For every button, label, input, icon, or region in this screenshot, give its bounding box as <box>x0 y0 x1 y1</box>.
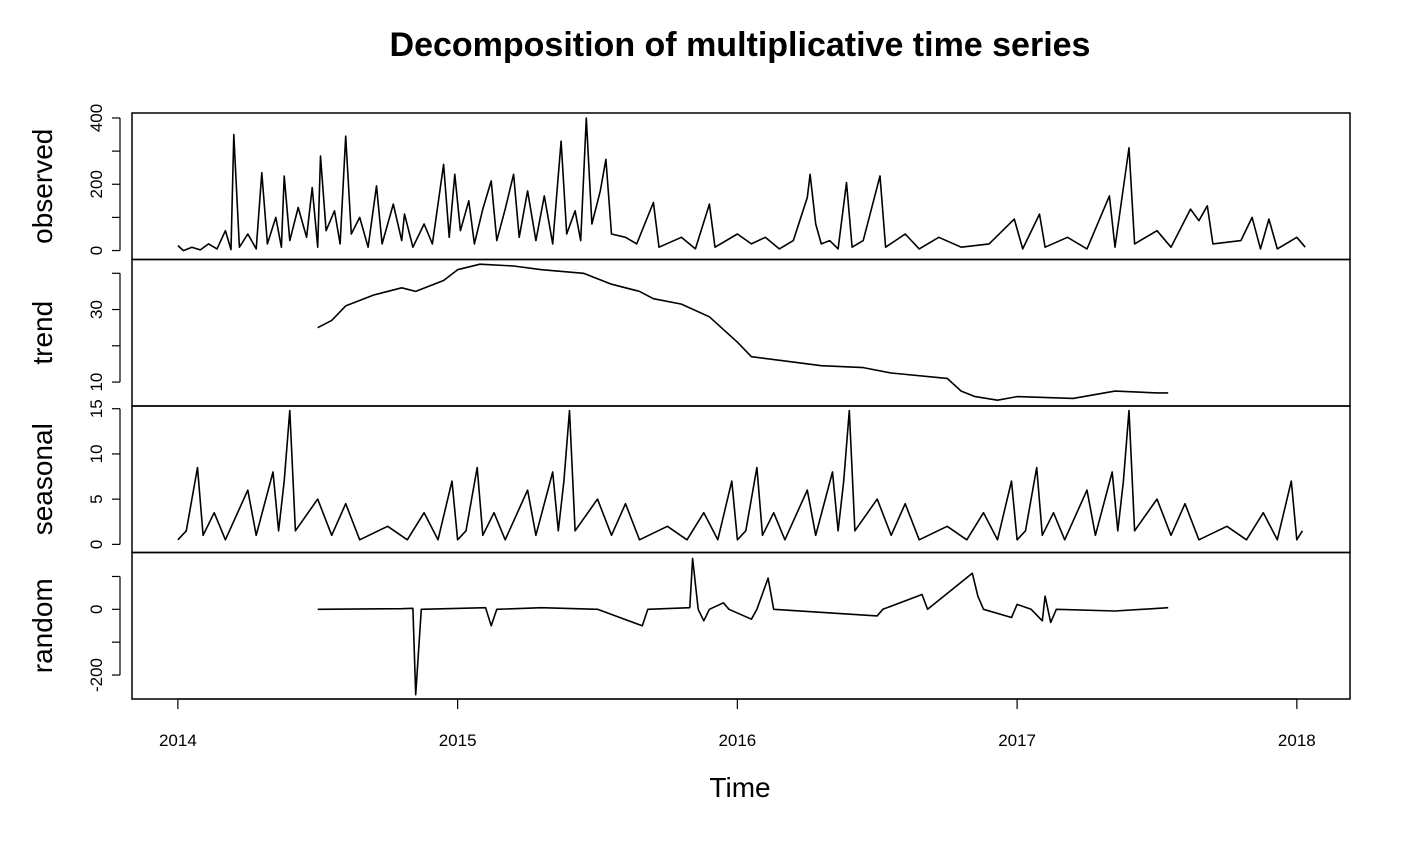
chart-title: Decomposition of multiplicative time ser… <box>390 26 1091 64</box>
y-tick-label: 15 <box>87 399 106 418</box>
series-line <box>317 263 1169 401</box>
y-tick-label: 200 <box>87 170 106 198</box>
y-tick-label: 0 <box>87 605 106 614</box>
y-tick-label: 10 <box>87 444 106 463</box>
panel-frame <box>131 405 1351 554</box>
y-axis-label: trend <box>27 301 58 365</box>
x-tick-label: 2014 <box>159 731 197 750</box>
x-tick-label: 2016 <box>718 731 756 750</box>
y-axis-label: seasonal <box>27 423 58 535</box>
series-line <box>177 117 1306 252</box>
series-line <box>177 409 1304 541</box>
panel-frame <box>131 551 1351 700</box>
y-tick-label: -200 <box>87 658 106 692</box>
y-axis-label: observed <box>27 129 58 244</box>
y-tick-label: 5 <box>87 494 106 503</box>
y-tick-label: 30 <box>87 300 106 319</box>
x-axis-label: Time <box>709 772 770 803</box>
x-tick-label: 2018 <box>1278 731 1316 750</box>
y-tick-label: 400 <box>87 104 106 132</box>
x-tick-label: 2015 <box>439 731 477 750</box>
y-tick-label: 0 <box>87 540 106 549</box>
y-tick-label: 0 <box>87 246 106 255</box>
y-tick-label: 10 <box>87 373 106 392</box>
x-tick-label: 2017 <box>998 731 1036 750</box>
y-axis-label: random <box>27 578 58 673</box>
panel-frame <box>131 258 1351 407</box>
series-line <box>317 557 1169 696</box>
